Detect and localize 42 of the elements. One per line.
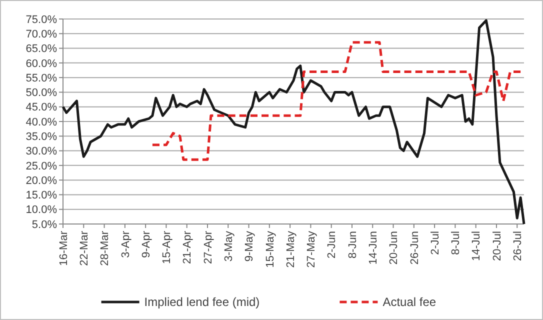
x-tick-label: 27-May xyxy=(306,230,318,268)
y-tick-label: 5.0% xyxy=(32,218,58,231)
x-tick-label: 21-Apr xyxy=(182,230,194,264)
x-tick-label: 14-Jul xyxy=(470,231,483,261)
y-tick-label: 60.0% xyxy=(26,58,58,70)
y-tick-label: 10.0% xyxy=(26,204,58,216)
y-tick-label: 55.0% xyxy=(26,72,58,84)
line-series xyxy=(62,19,526,226)
y-tick-label: 20.0% xyxy=(26,174,58,187)
x-tick-label: 8-Jun xyxy=(346,231,359,259)
x-tick-label: 26-Jul xyxy=(512,231,524,261)
x-tick-label: 8-Jul xyxy=(450,231,462,255)
legend-label: Implied lend fee (mid) xyxy=(144,295,260,310)
y-tick-label: 25.0% xyxy=(26,160,58,172)
y-tick-label: 45.0% xyxy=(26,102,58,114)
y-tick-label: 65.0% xyxy=(26,43,58,56)
x-tick-label: 20-Jul xyxy=(491,231,504,261)
x-tick-label: 2-Jul xyxy=(429,231,442,255)
y-tick-label: 40.0% xyxy=(26,116,58,128)
x-tick-label: 20-Jun xyxy=(388,231,400,265)
line-series xyxy=(151,41,522,161)
x-tick-label: 16-Mar xyxy=(58,230,70,266)
x-tick-label: 9-Apr xyxy=(140,230,152,258)
x-tick-label: 27-Apr xyxy=(202,230,214,264)
x-tick-label: 15-Apr xyxy=(161,230,174,264)
x-tick-label: 15-May xyxy=(264,230,276,268)
y-tick-label: 15.0% xyxy=(26,190,58,202)
x-tick-label: 14-Jun xyxy=(367,231,380,265)
x-tick-label: 2-Jun xyxy=(326,231,338,259)
y-tick-label: 75.0% xyxy=(26,14,58,26)
x-tick-label: 21-May xyxy=(284,230,297,268)
legend-label: Actual fee xyxy=(382,295,436,310)
y-tick-label: 30.0% xyxy=(26,146,58,158)
x-tick-label: 3-May xyxy=(222,230,235,262)
x-tick-label: 26-Jun xyxy=(408,231,421,265)
x-tick-label: 22-Mar xyxy=(78,230,90,266)
x-tick-label: 28-Mar xyxy=(99,230,112,266)
y-tick-label: 70.0% xyxy=(26,28,58,40)
x-tick-label: 3-Apr xyxy=(120,230,132,258)
x-tick-label: 9-May xyxy=(244,230,256,262)
y-tick-label: 35.0% xyxy=(26,130,58,143)
y-tick-label: 50.0% xyxy=(26,87,58,100)
